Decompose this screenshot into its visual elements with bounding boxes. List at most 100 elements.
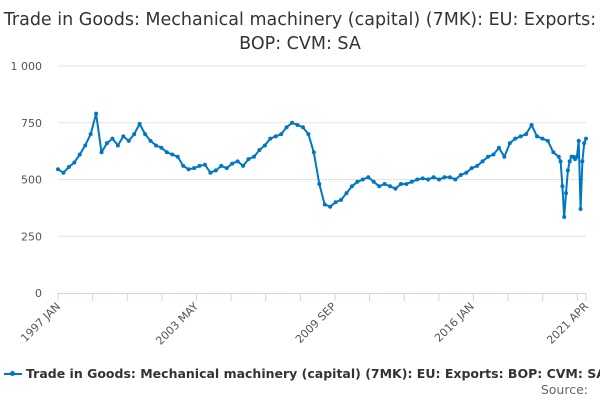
data-point [284,125,289,130]
data-point [110,136,115,141]
legend-label: Trade in Goods: Mechanical machinery (ca… [26,366,600,381]
data-point [564,191,569,196]
data-point [518,134,523,139]
data-point [273,134,278,139]
data-point [126,138,131,143]
data-point [431,175,436,180]
data-point [148,138,153,143]
data-point [56,167,60,172]
y-tick-label: 750 [21,117,42,130]
data-point [349,184,354,189]
data-point [415,177,420,182]
data-point [535,134,540,139]
data-point [143,132,148,137]
data-point [355,179,360,184]
data-point [224,166,229,171]
data-point [502,154,507,159]
data-point [251,154,256,159]
data-point [551,150,556,155]
data-point [170,152,175,157]
x-tick-label: 2021 APR [544,300,591,347]
data-point [496,145,501,150]
data-point [230,161,235,166]
data-point [475,163,480,168]
data-point [99,150,104,155]
y-tick-label: 250 [21,230,42,243]
y-tick-label: 0 [35,287,42,300]
data-point [295,123,300,128]
data-point [132,132,137,137]
data-point [398,182,403,187]
legend-item[interactable]: Trade in Goods: Mechanical machinery (ca… [4,366,600,381]
data-point [437,177,442,182]
data-point [458,172,463,177]
data-point [540,136,545,141]
data-point [409,179,414,184]
data-point [311,150,316,155]
data-point [83,143,88,148]
data-point [306,132,311,137]
data-point [192,166,197,171]
data-point [360,177,365,182]
data-point [317,182,322,187]
y-tick-label: 1 000 [11,60,43,73]
data-point [262,143,267,148]
data-point [72,160,77,165]
data-point [578,207,583,212]
data-point [333,200,338,205]
data-point [94,111,99,116]
data-point [300,125,305,130]
x-tick-label: 2003 MAY [153,300,201,348]
data-point [186,167,191,172]
data-point [115,143,120,148]
data-point [426,177,431,182]
data-point [328,204,333,209]
data-point [404,182,409,187]
data-point [574,154,579,159]
data-point [61,170,66,175]
data-point [464,170,469,175]
data-point [66,165,71,170]
source-label: Source: [540,382,588,397]
chart-title: Trade in Goods: Mechanical machinery (ca… [3,10,597,54]
data-point [164,150,169,155]
data-point [442,175,447,180]
data-point [556,154,561,159]
data-point [290,120,295,125]
data-point [469,166,474,171]
data-point [393,186,398,191]
data-point [322,202,327,207]
data-point [137,121,142,126]
data-point [388,184,393,189]
data-point [480,159,485,164]
data-point [447,175,452,180]
data-point [344,191,349,196]
x-tick-label: 1997 JAN [18,300,63,345]
data-point [560,184,565,189]
data-point [513,136,518,141]
data-point [208,170,213,175]
data-point [507,141,512,146]
data-point [268,136,273,141]
series-line [57,112,587,218]
data-point [77,152,82,157]
data-point [371,179,376,184]
legend-swatch [4,370,22,376]
data-point [279,132,284,137]
data-point [486,154,491,159]
x-tick-label: 2009 SEP [293,300,339,346]
data-point [366,175,371,180]
data-point [580,159,585,164]
data-point [584,136,588,141]
data-point [576,138,581,143]
data-point [558,159,563,164]
data-point [567,159,572,164]
data-point [246,157,251,162]
data-point [453,177,458,182]
data-point [377,184,382,189]
data-point [524,132,529,137]
data-point [219,163,224,168]
data-point [175,154,180,159]
data-point [339,197,344,202]
